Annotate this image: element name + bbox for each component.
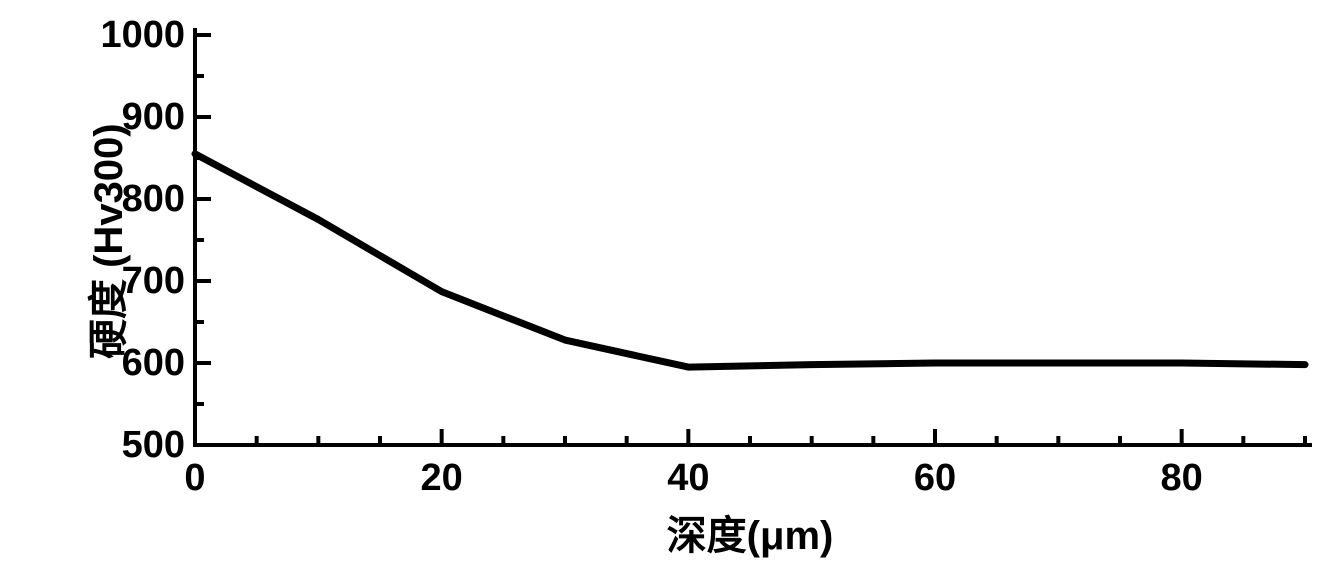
x-tick-label: 40 xyxy=(648,457,728,500)
y-tick-label: 800 xyxy=(75,178,185,221)
x-tick-label: 0 xyxy=(155,457,235,500)
x-tick-label: 60 xyxy=(895,457,975,500)
y-tick-label: 700 xyxy=(75,260,185,303)
y-tick-label: 900 xyxy=(75,96,185,139)
y-axis-title: 硬度 (Hv300) xyxy=(76,139,134,359)
hardness-depth-chart: 硬度 (Hv300) 深度(μm) 5006007008009001000020… xyxy=(0,0,1330,570)
x-tick-label: 80 xyxy=(1142,457,1222,500)
x-tick-label: 20 xyxy=(402,457,482,500)
data-series-line xyxy=(195,154,1305,367)
y-tick-label: 600 xyxy=(75,342,185,385)
y-tick-label: 1000 xyxy=(75,14,185,57)
x-axis-title: 深度(μm) xyxy=(600,503,900,561)
